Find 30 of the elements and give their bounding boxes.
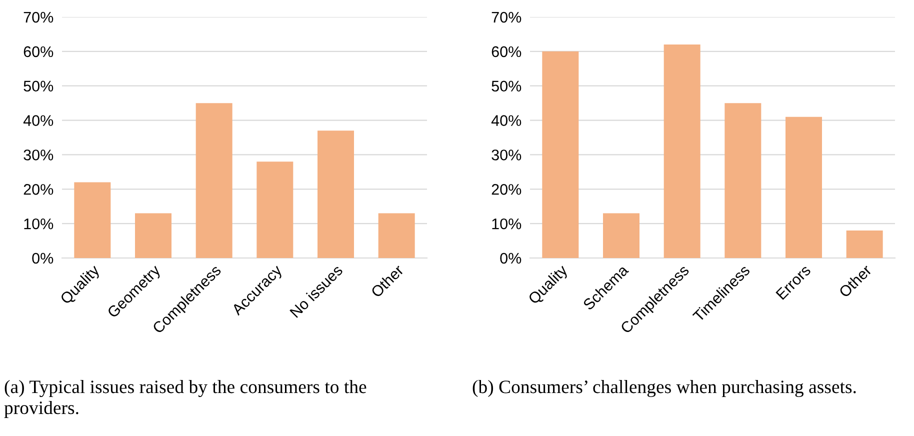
y-tick-label: 40% xyxy=(491,115,522,126)
y-tick-label: 50% xyxy=(492,80,522,92)
bar xyxy=(664,44,700,258)
bar xyxy=(603,213,640,258)
text: (a) Typical issues raised by the consumers to the providers. xyxy=(4,380,366,418)
y-tick-label: 70% xyxy=(492,12,522,23)
bar xyxy=(378,213,415,258)
y-tick-label: 10% xyxy=(492,218,522,230)
bar xyxy=(724,103,762,258)
bar xyxy=(74,182,111,258)
text: (b) Consumers’ challenges when purchasing assets. xyxy=(472,380,856,398)
y-tick-label: 30% xyxy=(24,150,54,160)
bar xyxy=(196,103,232,258)
y-tick-label: 60% xyxy=(24,46,54,58)
y-tick-label: 10% xyxy=(24,218,54,230)
bar xyxy=(542,51,579,258)
bar xyxy=(786,116,822,258)
bar xyxy=(846,230,883,258)
y-tick-label: 20% xyxy=(492,184,522,195)
bar xyxy=(256,162,294,258)
y-tick-label: 20% xyxy=(24,184,54,195)
y-tick-label: 30% xyxy=(492,150,522,160)
y-tick-label: 0% xyxy=(500,252,522,264)
y-tick-label: 40% xyxy=(23,115,54,126)
y-tick-label: 60% xyxy=(492,46,522,58)
y-tick-label: 50% xyxy=(24,80,54,92)
bar xyxy=(318,130,354,258)
bar xyxy=(135,213,172,258)
y-tick-label: 70% xyxy=(24,12,54,23)
y-tick-label: 0% xyxy=(32,252,54,264)
